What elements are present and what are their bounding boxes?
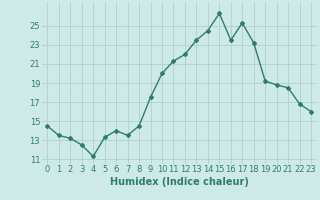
X-axis label: Humidex (Indice chaleur): Humidex (Indice chaleur) xyxy=(110,177,249,187)
